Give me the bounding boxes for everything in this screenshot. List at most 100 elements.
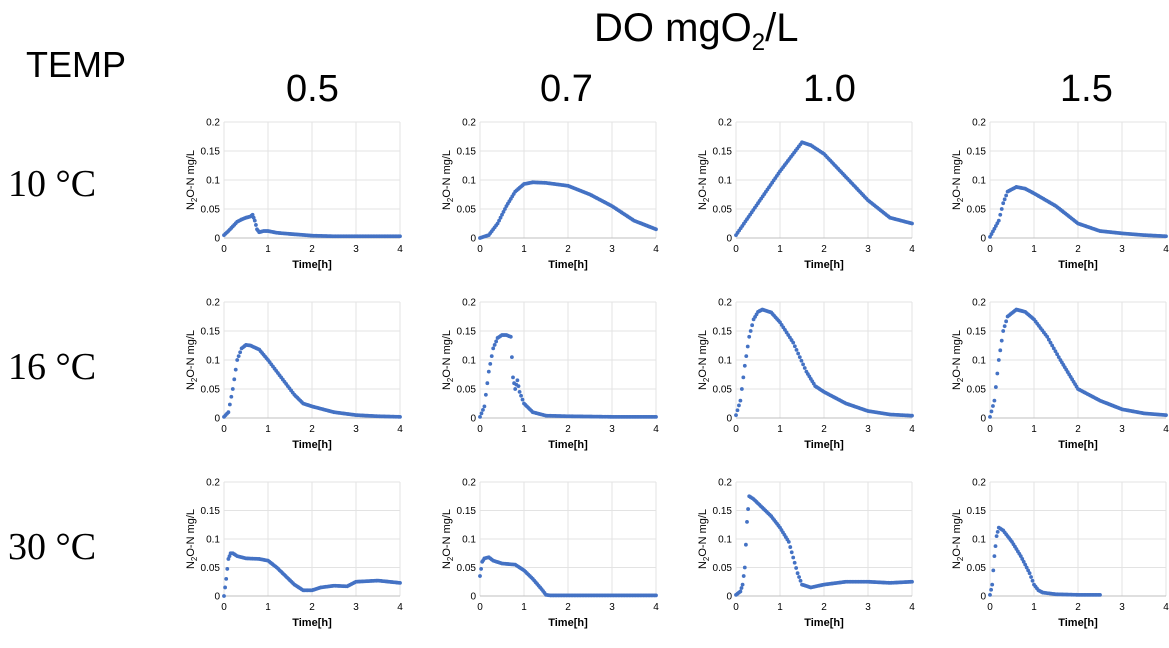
data-point [747, 334, 752, 339]
x-tick-label: 3 [1119, 424, 1125, 435]
data-point [1048, 340, 1053, 345]
data-point [1056, 355, 1061, 359]
x-tick-label: 2 [565, 244, 571, 255]
x-tick-label: 2 [821, 602, 827, 613]
data-point [483, 392, 488, 397]
x-tick-label: 3 [1119, 244, 1125, 255]
y-tick-label: 0.05 [967, 563, 987, 574]
x-tick-label: 1 [1031, 602, 1037, 613]
data-point [739, 387, 744, 391]
y-tick-label: 0.15 [967, 147, 987, 158]
data-point [252, 218, 257, 223]
x-tick-label: 0 [477, 244, 483, 255]
data-point [508, 334, 513, 339]
data-point [478, 414, 482, 419]
data-point [738, 589, 743, 594]
x-tick-label: 0 [733, 602, 739, 613]
y-tick-label: 0.15 [713, 506, 733, 517]
data-point [791, 340, 796, 345]
x-axis-label: Time[h] [292, 439, 332, 451]
column-label-1: 0.7 [540, 68, 593, 110]
data-point [999, 338, 1004, 343]
data-point [230, 387, 235, 391]
x-tick-label: 3 [865, 244, 871, 255]
data-point [1051, 346, 1056, 351]
data-point [992, 554, 997, 558]
data-point [654, 593, 658, 598]
y-tick-label: 0.15 [713, 327, 733, 338]
x-tick-label: 0 [987, 424, 993, 435]
x-tick-label: 3 [865, 424, 871, 435]
y-axis-label: N2O-N mg/L [441, 330, 455, 390]
y-tick-label: 0.05 [201, 385, 221, 396]
x-axis-label: Time[h] [292, 617, 332, 629]
y-tick-label: 0.15 [967, 506, 987, 517]
data-point [1045, 334, 1050, 339]
y-tick-label: 0.1 [972, 356, 986, 367]
data-point [734, 413, 738, 417]
row-label-1: 16 °C [8, 346, 97, 388]
y-tick-label: 0 [214, 414, 220, 425]
data-point [735, 408, 740, 413]
data-point [797, 355, 802, 359]
data-point [744, 354, 749, 359]
data-point [791, 555, 796, 560]
y-tick-label: 0.1 [462, 176, 476, 187]
chart-panel-0: 0 0.05 0.1 0.15 0.2 0 1 2 3 4 Time[h] N2O-N mg/L [185, 118, 403, 272]
x-tick-label: 0 [221, 424, 227, 435]
do-title-subscript: 2 [751, 29, 766, 56]
data-point [226, 410, 231, 415]
x-axis-label: Time[h] [804, 259, 844, 271]
y-tick-label: 0.1 [972, 535, 986, 546]
data-point [1023, 562, 1028, 567]
data-point [500, 212, 504, 217]
y-tick-label: 0.1 [462, 356, 476, 367]
data-point [501, 210, 506, 214]
y-tick-label: 0.05 [457, 385, 477, 396]
data-point [492, 343, 497, 347]
y-tick-label: 0.2 [972, 118, 986, 129]
x-axis-label: Time[h] [548, 439, 588, 451]
data-point [1050, 343, 1055, 348]
y-tick-label: 0.1 [718, 356, 732, 367]
y-tick-label: 0.2 [206, 118, 220, 129]
x-axis-label: Time[h] [548, 617, 588, 629]
data-point [1098, 592, 1102, 597]
x-axis-label: Time[h] [1058, 439, 1098, 451]
data-point [398, 414, 402, 419]
data-point [1002, 197, 1007, 202]
chart-panel-7: 0 0.05 0.1 0.15 0.2 0 1 2 3 4 Time[h] N2O-N mg/L [951, 298, 1169, 452]
y-tick-label: 0.05 [201, 563, 221, 574]
temp-title: TEMP [26, 44, 127, 85]
y-tick-label: 0.2 [462, 118, 476, 129]
data-point [745, 344, 750, 349]
data-point [998, 212, 1003, 217]
y-tick-label: 0.05 [967, 205, 987, 216]
y-tick-label: 0.05 [457, 563, 477, 574]
data-point [737, 403, 741, 408]
x-tick-label: 1 [521, 424, 527, 435]
data-point [801, 362, 805, 367]
data-point [796, 351, 801, 356]
data-point [479, 567, 483, 571]
x-axis-label: Time[h] [1058, 617, 1098, 629]
row-label-0: 10 °C [8, 163, 97, 205]
x-tick-label: 4 [397, 424, 403, 435]
data-point [991, 404, 995, 408]
chart-panel-3: 0 0.05 0.1 0.15 0.2 0 1 2 3 4 Time[h] N2O-N mg/L [951, 118, 1169, 272]
y-tick-label: 0.05 [713, 205, 733, 216]
data-point [740, 582, 745, 587]
data-point [750, 323, 755, 328]
x-axis-label: Time[h] [1058, 259, 1098, 271]
data-point [745, 520, 749, 524]
y-axis-label: N2O-N mg/L [697, 150, 711, 210]
y-tick-label: 0.1 [972, 176, 986, 187]
y-tick-label: 0 [980, 414, 986, 425]
data-point [798, 578, 803, 583]
y-tick-label: 0.1 [206, 176, 220, 187]
y-tick-label: 0.15 [457, 147, 477, 158]
data-point [1164, 413, 1168, 417]
y-axis-label: N2O-N mg/L [441, 150, 455, 210]
chart-panel-5: 0 0.05 0.1 0.15 0.2 0 1 2 3 4 Time[h] N2O-N mg/L [441, 298, 659, 452]
data-point [485, 381, 490, 386]
